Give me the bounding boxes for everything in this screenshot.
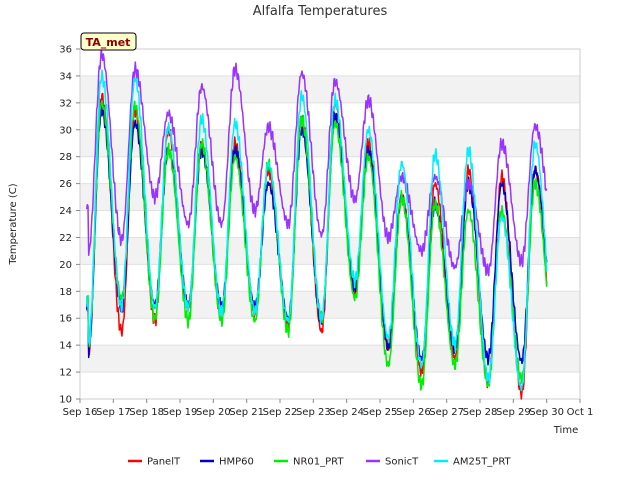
y-tick-label: 10	[59, 395, 72, 406]
grid-band	[80, 237, 580, 265]
x-tick-label: Sep 21	[229, 407, 264, 418]
y-tick-label: 18	[59, 287, 72, 298]
legend: PanelT HMP60 NR01_PRT SonicT AM25T_PRT	[128, 457, 512, 468]
legend-label: SonicT	[385, 457, 419, 468]
y-tick-label: 26	[59, 179, 72, 190]
y-tick-label: 14	[59, 341, 72, 352]
plot-area	[79, 48, 581, 400]
y-tick-label: 36	[59, 45, 72, 56]
y-tick-label: 22	[59, 233, 72, 244]
x-tick-label: Sep 19	[163, 407, 198, 418]
y-tick-label: 30	[59, 125, 72, 136]
x-tick-label: Sep 30	[529, 407, 564, 418]
y-tick-label: 34	[59, 71, 72, 82]
y-tick-label: 12	[59, 368, 72, 379]
y-tick-label: 24	[59, 206, 72, 217]
chart-title: Alfalfa Temperatures	[253, 4, 388, 19]
legend-label: NR01_PRT	[293, 457, 344, 468]
ta-met-badge: TA_met	[80, 32, 137, 51]
legend-label: PanelT	[147, 457, 181, 468]
grid-band	[80, 75, 580, 103]
x-tick-label: Sep 28	[463, 407, 498, 418]
x-tick-label: Sep 20	[196, 407, 231, 418]
x-tick-label: Sep 26	[396, 407, 431, 418]
y-tick-label: 28	[59, 152, 72, 163]
grid-band	[80, 345, 580, 373]
series-layer	[85, 48, 548, 400]
y-axis: 10 12 14 16 18 20 22 24 26 28 30 32 34 36	[59, 45, 80, 406]
x-tick-label: Sep 17	[96, 407, 131, 418]
grid-band	[80, 291, 580, 319]
x-tick-label: Sep 18	[129, 407, 164, 418]
y-tick-label: 20	[59, 260, 72, 271]
x-tick-label: Sep 25	[363, 407, 398, 418]
x-tick-label: Sep 22	[263, 407, 298, 418]
x-tick-label: Sep 27	[429, 407, 464, 418]
legend-label: HMP60	[219, 457, 254, 468]
x-tick-label: Sep 24	[329, 407, 364, 418]
x-tick-label: Sep 23	[296, 407, 331, 418]
x-tick-label: Sep 29	[496, 407, 531, 418]
y-axis-label: Temperature (C)	[8, 183, 19, 265]
x-tick-label: Sep 16	[63, 407, 98, 418]
x-axis-label: Time	[553, 425, 578, 436]
series-line-AM25T_PRT	[85, 69, 548, 392]
badge-label: TA_met	[86, 36, 131, 49]
legend-label: AM25T_PRT	[453, 457, 512, 468]
series-line-SonicT	[85, 48, 548, 277]
y-tick-label: 16	[59, 314, 72, 325]
y-tick-label: 32	[59, 98, 72, 109]
x-tick-label: Oct 1	[567, 407, 594, 418]
